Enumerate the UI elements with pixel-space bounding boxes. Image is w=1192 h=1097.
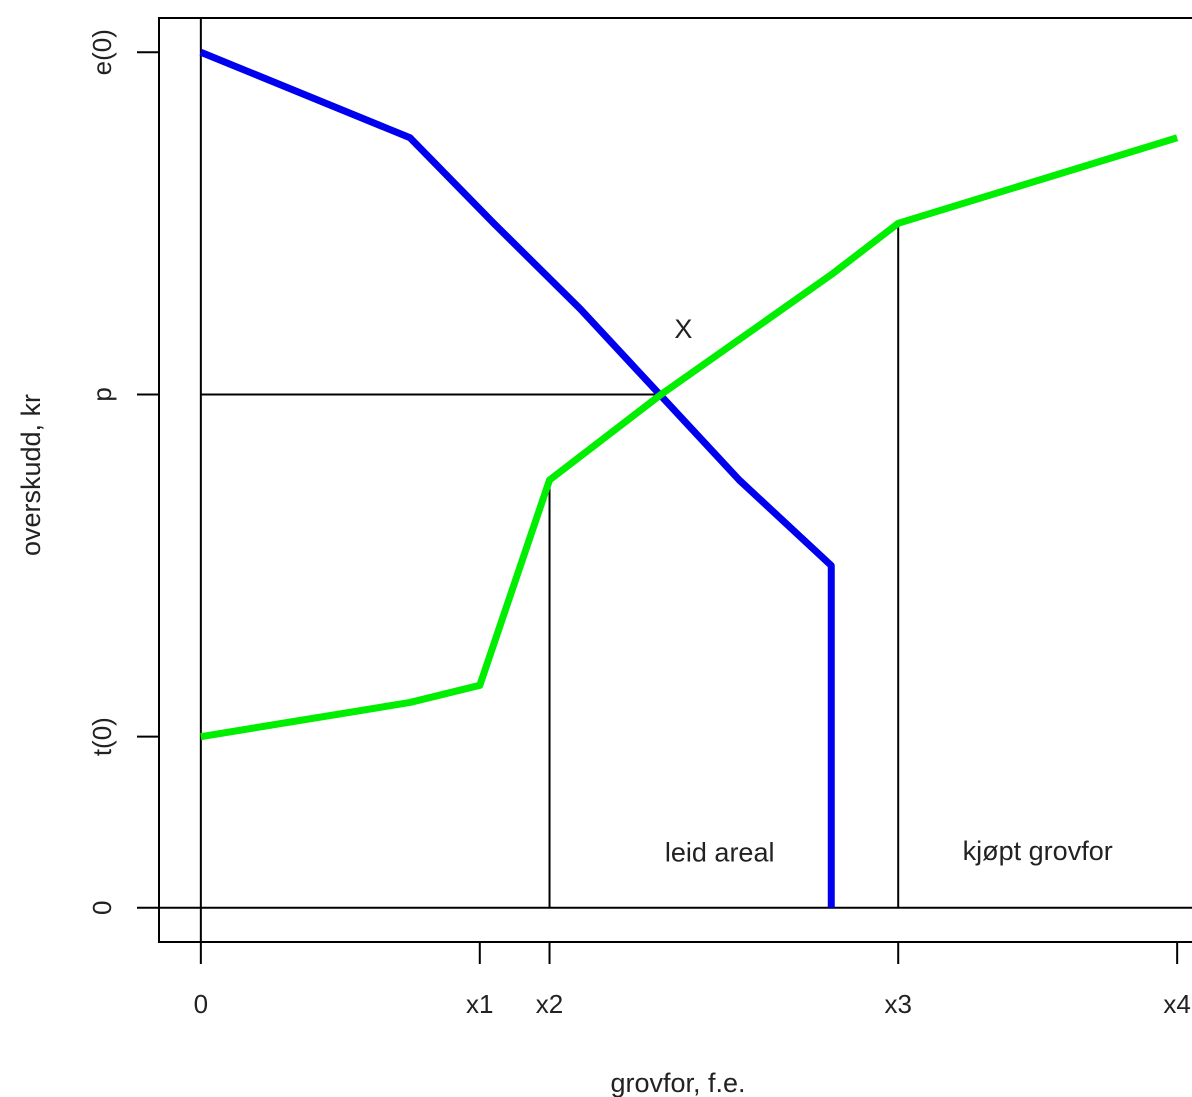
- y-tick-label-3: e(0): [87, 29, 117, 75]
- x-axis-label: grovfor, f.e.: [610, 1068, 745, 1097]
- series-line-1: [200, 134, 1179, 741]
- x-tick-label-0: 0: [194, 989, 208, 1019]
- series-lines: [199, 48, 1179, 908]
- annotation-2: kjøpt grovfor: [963, 836, 1113, 866]
- annotation-0: X: [674, 314, 692, 344]
- x-tick-label-2: x2: [536, 989, 563, 1019]
- x-tick-label-4: x4: [1163, 989, 1190, 1019]
- y-tick-label-0: 0: [87, 901, 117, 915]
- x-tick-label-3: x3: [884, 989, 911, 1019]
- y-tick-label-2: p: [87, 387, 117, 401]
- axis-ticks: 0 x1 x2 x3 x4 0 t(0) p e(0): [87, 29, 1191, 1019]
- reference-lines: [159, 18, 1192, 942]
- plot-box: [158, 17, 1192, 943]
- x-tick-label-1: x1: [466, 989, 493, 1019]
- series-line-0: [199, 48, 835, 908]
- y-tick-label-1: t(0): [87, 717, 117, 756]
- y-axis-label: overskudd, kr: [16, 394, 46, 556]
- annotation-1: leid areal: [665, 838, 775, 868]
